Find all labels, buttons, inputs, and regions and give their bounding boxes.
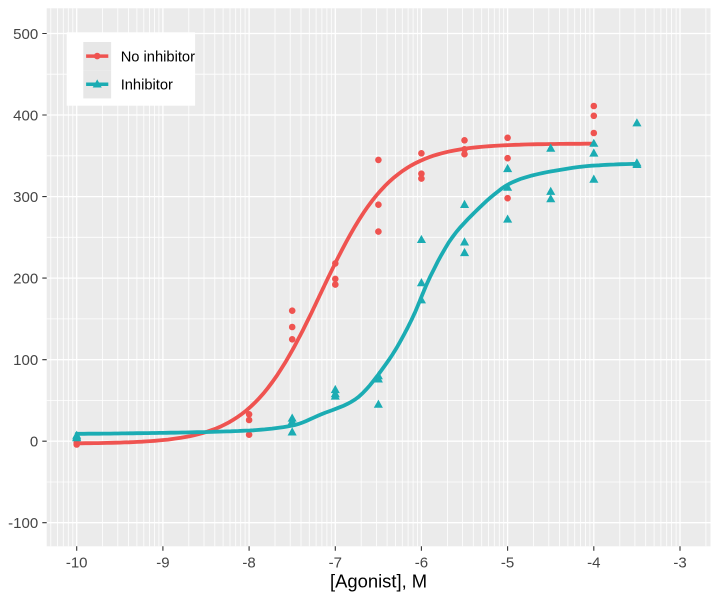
svg-text:Inhibitor: Inhibitor (121, 78, 173, 94)
svg-text:400: 400 (13, 108, 38, 125)
svg-text:-100: -100 (8, 515, 38, 532)
svg-text:-4: -4 (587, 554, 600, 571)
svg-text:-7: -7 (329, 554, 342, 571)
svg-text:-10: -10 (66, 554, 88, 571)
svg-text:-9: -9 (156, 554, 169, 571)
svg-text:200: 200 (13, 271, 38, 288)
svg-text:[Agonist], M: [Agonist], M (330, 571, 427, 592)
svg-text:100: 100 (13, 352, 38, 369)
svg-text:No inhibitor: No inhibitor (121, 49, 195, 65)
svg-text:-3: -3 (673, 554, 686, 571)
svg-text:-8: -8 (242, 554, 255, 571)
svg-text:300: 300 (13, 189, 38, 206)
svg-text:-5: -5 (501, 554, 514, 571)
svg-text:500: 500 (13, 26, 38, 43)
svg-text:-6: -6 (415, 554, 428, 571)
svg-text:0: 0 (30, 434, 38, 451)
